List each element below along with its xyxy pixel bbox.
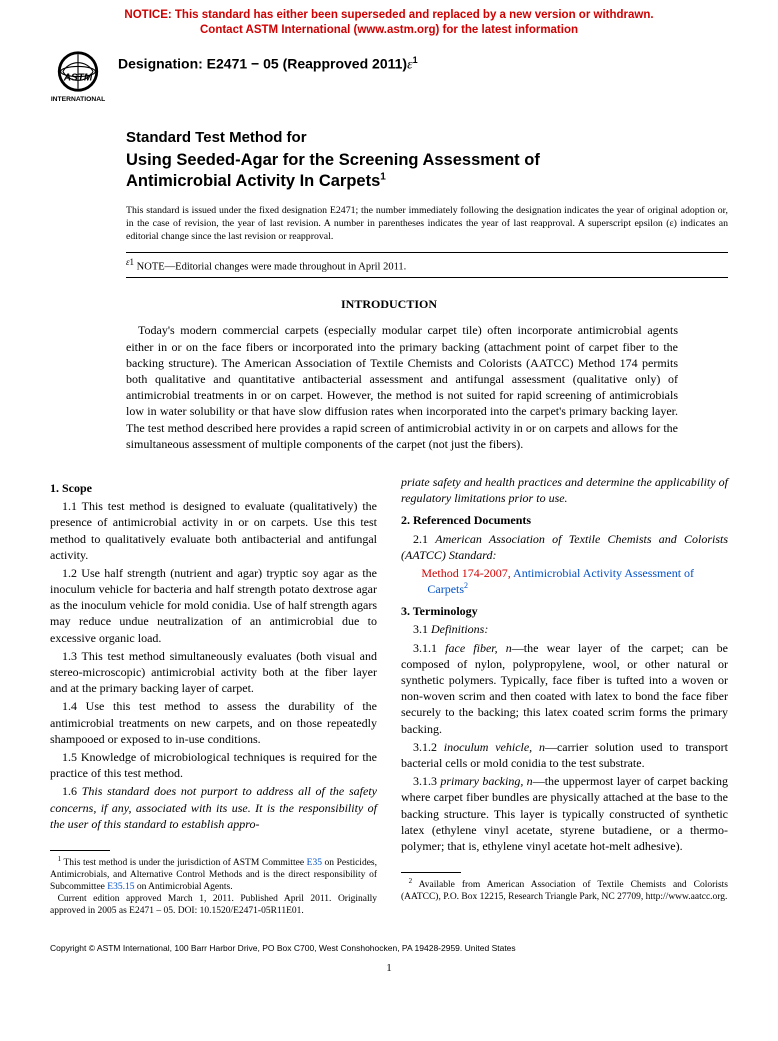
- notice-line2: Contact ASTM International (www.astm.org…: [200, 24, 578, 36]
- scope-1-1: 1.1 This test method is designed to eval…: [50, 498, 377, 563]
- svg-text:INTERNATIONAL: INTERNATIONAL: [51, 96, 105, 103]
- def-2-term: inoculum vehicle, n: [444, 740, 545, 754]
- note-epsilon: ε1: [126, 257, 134, 267]
- scope-1-6-cont: priate safety and health practices and d…: [401, 474, 728, 506]
- intro-heading: INTRODUCTION: [50, 296, 728, 312]
- def-face-fiber: 3.1.1 face fiber, n—the wear layer of th…: [401, 640, 728, 737]
- footnote-1: 1 This test method is under the jurisdic…: [50, 855, 377, 894]
- title-line1: Using Seeded-Agar for the Screening Asse…: [126, 151, 540, 169]
- refs-2-1-num: 2.1: [413, 532, 435, 546]
- astm-logo: ASTM INTERNATIONAL: [50, 48, 106, 104]
- scope-1-6-num: 1.6: [62, 784, 82, 798]
- scope-1-4: 1.4 Use this test method to assess the d…: [50, 698, 377, 747]
- def-primary-backing: 3.1.3 primary backing, n—the uppermost l…: [401, 773, 728, 854]
- scope-1-5: 1.5 Knowledge of microbiological techniq…: [50, 749, 377, 781]
- refs-heading: 2. Referenced Documents: [401, 512, 728, 528]
- designation-sup: 1: [413, 55, 418, 65]
- scope-1-6-body: This standard does not purport to addres…: [50, 784, 377, 830]
- editorial-note-bar: ε1 NOTE—Editorial changes were made thro…: [126, 252, 728, 279]
- issuance-note: This standard is issued under the fixed …: [126, 205, 728, 243]
- svg-text:ASTM: ASTM: [63, 72, 93, 83]
- footnote-2: 2 Available from American Association of…: [401, 877, 728, 904]
- notice-banner: NOTICE: This standard has either been su…: [50, 8, 728, 38]
- footnote-1-link-e35[interactable]: E35: [307, 858, 322, 868]
- footnote-1c: on Antimicrobial Agents.: [134, 882, 232, 892]
- footnote-1d: Current edition approved March 1, 2011. …: [50, 894, 377, 918]
- designation: Designation: E2471 − 05 (Reapproved 2011…: [118, 48, 418, 76]
- editorial-note-text: NOTE—Editorial changes were made through…: [134, 261, 406, 272]
- title-line2: Antimicrobial Activity In Carpets: [126, 172, 380, 190]
- intro-body: Today's modern commercial carpets (espec…: [126, 322, 678, 452]
- footnote-2-body: Available from American Association of T…: [401, 880, 728, 902]
- scope-1-6: 1.6 This standard does not purport to ad…: [50, 783, 377, 832]
- left-column: 1. Scope 1.1 This test method is designe…: [50, 474, 377, 917]
- def-3-num: 3.1.3: [413, 774, 440, 788]
- page-number: 1: [50, 961, 728, 976]
- right-column: priate safety and health practices and d…: [401, 474, 728, 917]
- scope-1-3: 1.3 This test method simultaneously eval…: [50, 648, 377, 697]
- term-heading: 3. Terminology: [401, 603, 728, 619]
- notice-line1: NOTICE: This standard has either been su…: [124, 9, 653, 21]
- title-prefix: Standard Test Method for: [126, 128, 728, 148]
- term-3-1-label: Definitions:: [431, 622, 488, 636]
- body-columns: 1. Scope 1.1 This test method is designe…: [50, 474, 728, 917]
- def-1-num: 3.1.1: [413, 641, 445, 655]
- def-3-term: primary backing, n: [440, 774, 532, 788]
- refs-2-1-body: American Association of Textile Chemists…: [401, 532, 728, 562]
- scope-heading: 1. Scope: [50, 480, 377, 496]
- copyright: Copyright © ASTM International, 100 Barr…: [50, 943, 728, 954]
- footnote-rule-left: [50, 850, 110, 851]
- method-174-sup: 2: [464, 581, 468, 590]
- title-main: Using Seeded-Agar for the Screening Asse…: [126, 150, 728, 191]
- header: ASTM INTERNATIONAL Designation: E2471 − …: [50, 48, 728, 104]
- page: NOTICE: This standard has either been su…: [0, 0, 778, 1006]
- scope-1-2: 1.2 Use half strength (nutrient and agar…: [50, 565, 377, 646]
- title-sup: 1: [380, 171, 386, 182]
- term-3-1-num: 3.1: [413, 622, 431, 636]
- def-2-num: 3.1.2: [413, 740, 444, 754]
- footnote-rule-right: [401, 872, 461, 873]
- footnote-1-link-e3515[interactable]: E35.15: [107, 882, 134, 892]
- term-3-1: 3.1 Definitions:: [401, 621, 728, 637]
- def-inoculum-vehicle: 3.1.2 inoculum vehicle, n—carrier soluti…: [401, 739, 728, 771]
- footnote-1a: This test method is under the jurisdicti…: [61, 858, 307, 868]
- refs-method-174: Method 174-2007, Antimicrobial Activity …: [427, 565, 728, 597]
- designation-text: Designation: E2471 − 05 (Reapproved 2011…: [118, 56, 407, 72]
- def-1-term: face fiber, n: [445, 641, 512, 655]
- title-block: Standard Test Method for Using Seeded-Ag…: [126, 128, 728, 192]
- method-174-label: Method 174-2007,: [421, 566, 510, 580]
- refs-2-1: 2.1 American Association of Textile Chem…: [401, 531, 728, 563]
